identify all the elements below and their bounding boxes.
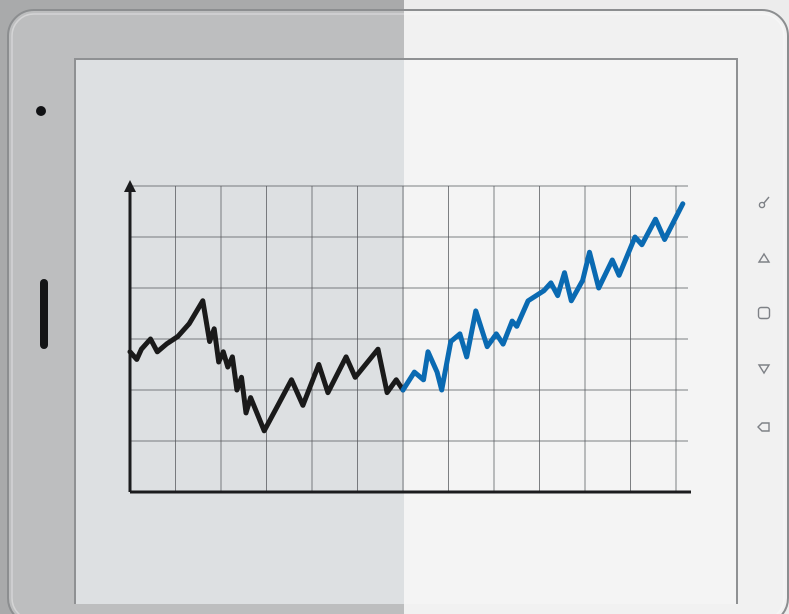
back-icon[interactable] xyxy=(757,422,770,432)
triangle-down-icon[interactable] xyxy=(757,364,771,375)
series-line-future xyxy=(400,201,686,393)
chart-grid xyxy=(130,185,688,492)
square-icon[interactable] xyxy=(757,306,771,320)
key-icon[interactable] xyxy=(758,196,770,209)
chart-series xyxy=(127,201,686,434)
side-grip xyxy=(40,279,48,349)
tablet-screen xyxy=(74,58,738,604)
series-line-past xyxy=(127,298,406,434)
side-button-column xyxy=(757,196,771,432)
camera-icon xyxy=(36,106,46,116)
chart-axes xyxy=(124,180,691,494)
line-chart xyxy=(124,180,691,494)
triangle-up-icon[interactable] xyxy=(757,252,771,263)
y-axis-arrow xyxy=(124,180,136,192)
